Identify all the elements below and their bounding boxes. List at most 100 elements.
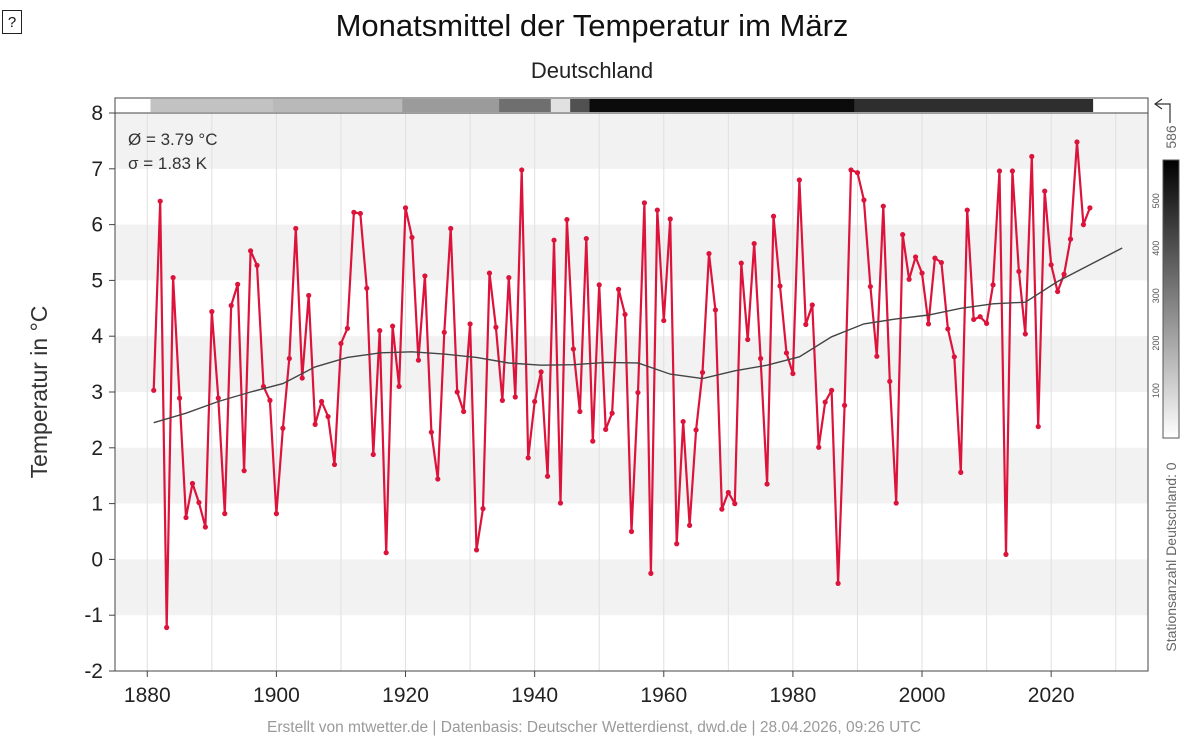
temperature-point — [990, 282, 996, 288]
temperature-point — [661, 317, 667, 324]
temperature-point — [971, 316, 977, 323]
temperature-point — [738, 260, 744, 266]
temperature-point — [648, 570, 654, 576]
temperature-point — [1016, 268, 1022, 275]
temperature-point — [357, 210, 363, 217]
x-tick-label: 1900 — [253, 684, 300, 707]
station-bar-segment — [402, 99, 506, 112]
help-button[interactable]: ? — [2, 10, 22, 34]
legend-tick-label: 400 — [1151, 241, 1161, 256]
temperature-point — [1067, 236, 1074, 242]
temperature-point — [945, 326, 951, 332]
temperature-point — [854, 170, 861, 176]
temperature-point — [273, 511, 280, 517]
temperature-point — [493, 324, 499, 330]
station-bar-segment — [589, 99, 861, 112]
y-tick-label: -2 — [84, 660, 103, 683]
temperature-point — [409, 234, 415, 241]
y-band — [115, 113, 1148, 169]
x-tick-label: 1880 — [124, 684, 171, 707]
temperature-point — [699, 369, 706, 376]
y-tick-label: 0 — [91, 548, 103, 571]
legend-tick-label: 500 — [1151, 193, 1161, 208]
temperature-point — [402, 205, 409, 211]
temperature-point — [674, 541, 680, 547]
temperature-point — [1074, 139, 1080, 145]
temperature-point — [635, 389, 641, 396]
temperature-point — [480, 506, 486, 512]
station-bar-segment — [273, 99, 409, 112]
temperature-point — [1029, 153, 1035, 160]
temperature-point — [319, 398, 325, 405]
temperature-point — [215, 395, 221, 401]
temperature-point — [803, 321, 809, 328]
temperature-point — [364, 285, 370, 291]
temperature-point — [473, 547, 480, 553]
temperature-point — [1048, 262, 1054, 268]
y-band — [115, 224, 1148, 281]
temperature-point — [590, 438, 596, 444]
y-tick-label: 8 — [91, 102, 103, 125]
temperature-point — [654, 207, 660, 213]
temperature-point — [1080, 222, 1087, 228]
temperature-point — [680, 418, 686, 425]
temperature-point — [900, 232, 906, 238]
temperature-point — [235, 281, 241, 287]
temperature-point — [247, 248, 254, 254]
temperature-point — [706, 251, 712, 257]
station-bar-segment — [499, 99, 558, 112]
y-tick-label: 4 — [91, 325, 103, 348]
y-tick-label: 6 — [91, 214, 103, 237]
temperature-point — [525, 455, 531, 461]
temperature-point — [745, 336, 751, 343]
temperature-point — [603, 426, 609, 432]
temperature-point — [932, 255, 938, 261]
temperature-point — [628, 528, 635, 535]
temperature-point — [1009, 168, 1016, 174]
temperature-point — [286, 355, 292, 362]
temperature-point — [958, 469, 964, 475]
series-temperature — [151, 139, 1093, 631]
temperature-point — [887, 378, 893, 384]
temperature-point — [228, 302, 234, 309]
temperature-point — [841, 402, 848, 408]
x-tick-label: 2020 — [1028, 684, 1075, 707]
temperature-point — [938, 259, 945, 266]
temperature-point — [622, 311, 628, 318]
temperature-point — [293, 225, 299, 232]
temperature-point — [299, 375, 305, 381]
temperature-point — [551, 237, 557, 243]
temperature-point — [222, 511, 228, 517]
y-tick-label: 7 — [91, 158, 103, 181]
temperature-point — [783, 350, 790, 356]
temperature-point — [202, 524, 208, 530]
series-trend — [153, 247, 1123, 424]
legend-pointer-icon — [1153, 98, 1171, 123]
temperature-point — [183, 514, 189, 521]
temperature-point — [1003, 551, 1009, 557]
temperature-point — [693, 427, 699, 433]
y-tick-label: -1 — [84, 604, 103, 627]
temperature-point — [461, 408, 467, 415]
temperature-point — [538, 369, 544, 375]
legend-caption: Stationsanzahl Deutschland: 0 — [1163, 462, 1179, 651]
stats-mean: Ø = 3.79 °C — [128, 130, 217, 149]
temperature-point — [861, 197, 867, 203]
temperature-point — [615, 286, 622, 292]
temperature-point — [816, 444, 822, 450]
temperature-point — [1035, 423, 1041, 430]
y-tick-label: 3 — [91, 381, 103, 404]
y-axis-label: Temperatur in °C — [26, 306, 52, 479]
temperature-point — [906, 276, 912, 282]
temperature-point — [428, 429, 434, 435]
temperature-point — [415, 357, 422, 363]
temperature-point — [383, 550, 389, 556]
y-tick-label: 5 — [91, 269, 103, 292]
temperature-point — [1061, 271, 1067, 277]
chart-subtitle: Deutschland — [531, 58, 653, 83]
temperature-point — [176, 395, 183, 401]
y-bands — [115, 113, 1148, 616]
temperature-point — [712, 307, 719, 313]
temperature-point — [306, 292, 312, 299]
temperature-point — [848, 167, 854, 173]
